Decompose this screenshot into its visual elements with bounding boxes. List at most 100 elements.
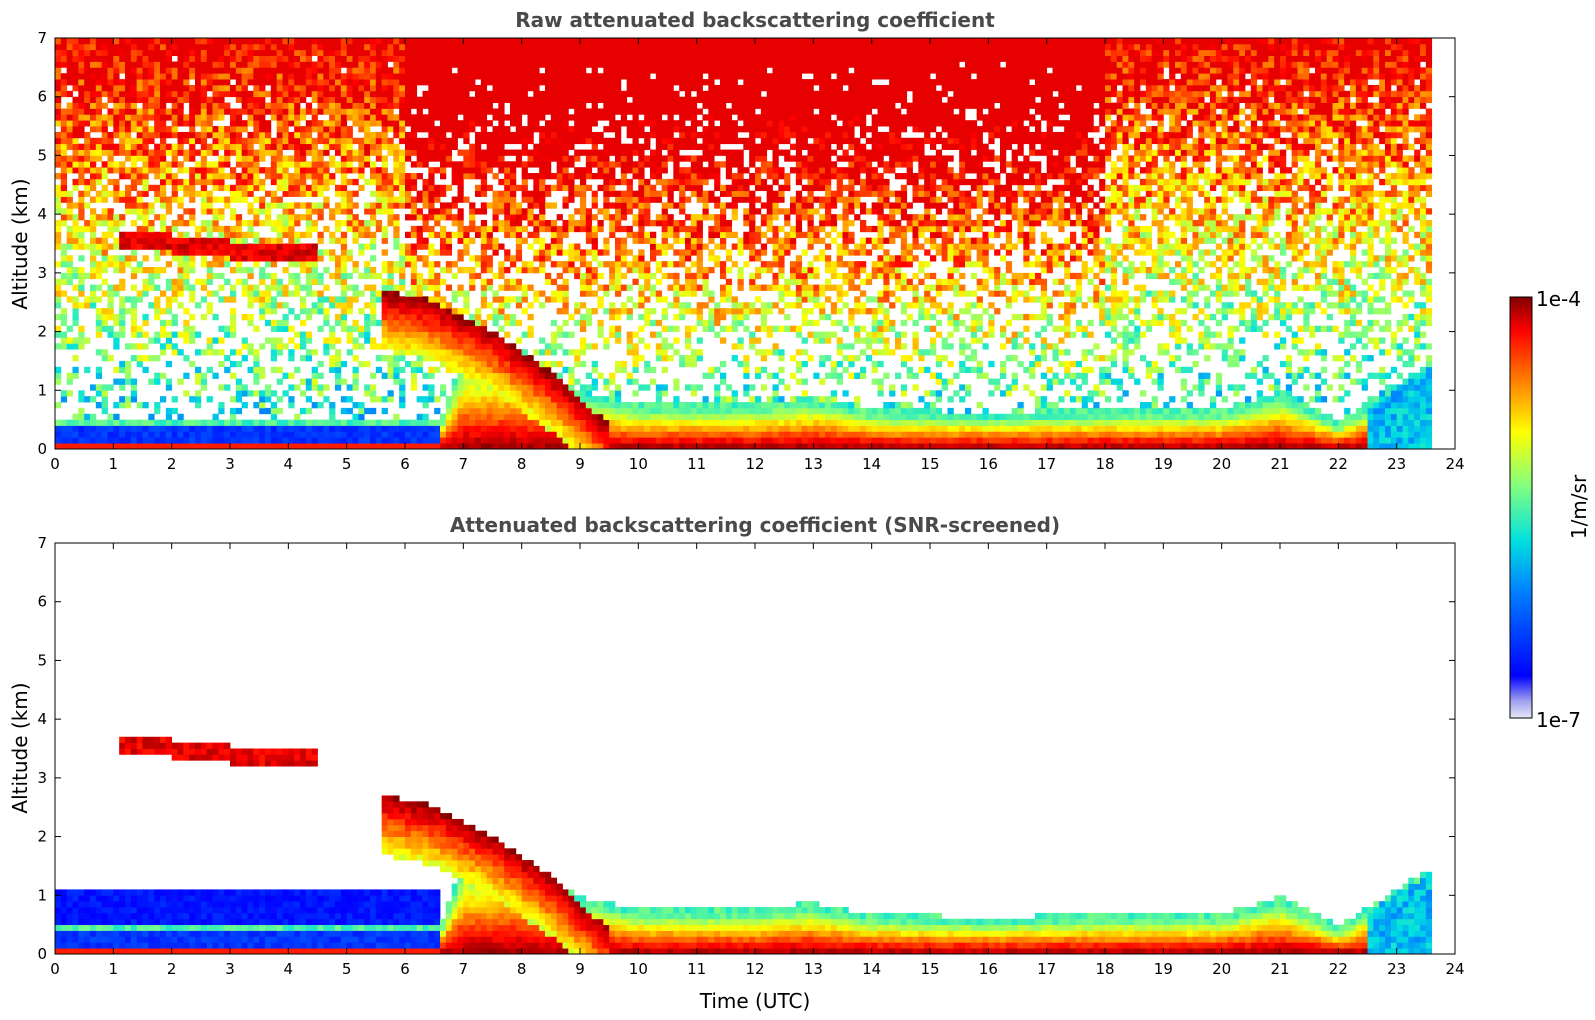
heatmap-cell [445,349,453,356]
heatmap-cell [486,79,493,86]
heatmap-cell [247,67,254,74]
heatmap-cell [288,372,295,379]
heatmap-cell [568,96,575,103]
heatmap-cell [393,290,400,297]
heatmap-cell [329,90,336,98]
heatmap-cell [539,402,546,409]
heatmap-cell [200,296,208,303]
heatmap-cell [282,225,289,233]
heatmap-cell [539,102,546,109]
heatmap-cell [72,425,79,432]
heatmap-cell [603,425,610,432]
heatmap-cell [568,114,575,121]
heatmap-cell [200,202,208,209]
heatmap-cell [521,419,528,426]
heatmap-cell [189,137,196,145]
heatmap-cell [510,296,517,303]
heatmap-cell [445,202,453,209]
heatmap-cell [247,155,254,162]
heatmap-cell [136,296,143,303]
heatmap-cell [195,437,202,444]
heatmap-cell [148,137,155,145]
heatmap-cell [276,349,283,356]
heatmap-cell [416,425,423,432]
heatmap-cell [183,131,190,139]
heatmap-cell [615,272,622,280]
heatmap-cell [387,325,394,332]
heatmap-cell [434,114,441,121]
heatmap-cell [615,437,622,444]
heatmap-cell [498,202,505,209]
heatmap-cell [60,178,68,186]
heatmap-cell [200,96,208,103]
heatmap-cell [370,161,377,168]
heatmap-cell [615,79,622,86]
heatmap-cell [212,173,219,180]
heatmap-cell [533,372,540,379]
heatmap-cell [101,355,108,362]
heatmap-cell [422,214,429,221]
heatmap-cell [364,220,371,227]
heatmap-cell [375,131,383,139]
heatmap-cell [434,73,441,80]
heatmap-cell [276,278,283,285]
heatmap-cell [451,272,458,280]
heatmap-cell [410,296,418,303]
heatmap-cell [224,49,231,57]
heatmap-cell [469,79,476,86]
heatmap-cell [305,120,313,127]
heatmap-cell [463,231,470,239]
heatmap-cell [597,419,604,426]
heatmap-cell [550,243,558,250]
heatmap-cell [615,43,622,51]
heatmap-cell [282,290,289,297]
heatmap-cell [259,178,266,186]
heatmap-cell [119,161,126,168]
heatmap-cell [305,190,313,197]
heatmap-cell [288,155,295,162]
heatmap-cell [591,378,598,385]
heatmap-cell [533,443,540,449]
heatmap-cell [136,90,143,98]
heatmap-cell [160,214,167,221]
heatmap-cell [300,319,307,327]
heatmap-cell [200,38,208,45]
heatmap-cell [457,161,464,168]
heatmap-cell [113,319,120,327]
heatmap-cell [212,55,219,62]
heatmap-cell [288,114,295,121]
heatmap-cell [72,84,79,92]
heatmap-cell [165,173,173,180]
heatmap-cell [177,55,184,62]
heatmap-cell [352,190,359,197]
heatmap-cell [212,131,219,139]
heatmap-cell [556,114,563,121]
heatmap-cell [615,249,622,256]
heatmap-cell [498,325,505,332]
heatmap-cell [562,96,569,103]
heatmap-cell [329,325,336,332]
heatmap-cell [340,178,348,186]
heatmap-cell [597,396,604,403]
heatmap-cell [270,249,278,256]
heatmap-cell [317,49,324,57]
heatmap-cell [241,443,248,449]
heatmap-cell [480,337,488,344]
heatmap-cell [387,214,394,221]
heatmap-cell [212,137,219,145]
heatmap-cell [550,67,558,74]
heatmap-cell [463,196,470,203]
heatmap-cell [200,126,208,133]
heatmap-cell [387,284,394,291]
heatmap-cell [434,214,441,221]
heatmap-cell [603,96,610,103]
heatmap-cell [375,79,383,86]
heatmap-cell [78,149,85,156]
heatmap-cell [399,366,406,374]
heatmap-cell [591,243,598,250]
heatmap-cell [480,437,488,444]
heatmap-cell [183,43,190,51]
heatmap-cell [218,208,225,215]
heatmap-cell [113,120,120,127]
heatmap-cell [469,149,476,156]
